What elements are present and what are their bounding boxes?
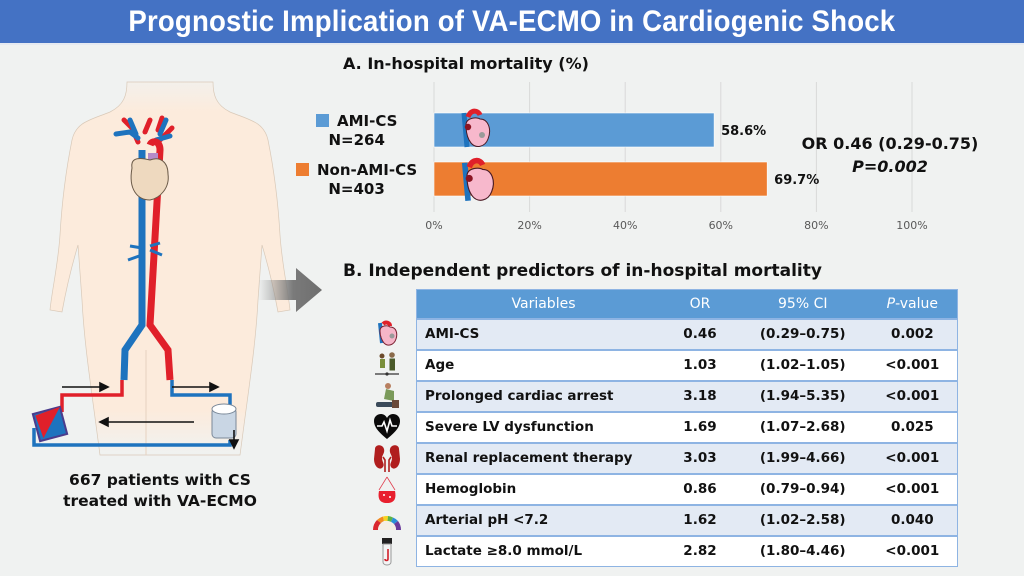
bar-non-ami-cs [433, 161, 768, 197]
table-row: Severe LV dysfunction 1.69 (1.07–2.68) 0.02… [416, 410, 958, 443]
cell-or: 3.18 [662, 379, 738, 412]
legend-label-non-ami: Non-AMI-CS [317, 161, 418, 179]
pump-icon [211, 403, 237, 439]
table-b-title: B. Independent predictors of in-hospital… [343, 261, 822, 281]
title-bar: Prognostic Implication of VA-ECMO in Car… [0, 0, 1024, 45]
header-ci: 95% CI [737, 289, 868, 319]
x-tick-label: 40% [613, 219, 637, 232]
cell-ci: (1.80–4.46) [737, 534, 868, 567]
flow-arrows [62, 381, 240, 450]
legend-swatch-ami [316, 114, 329, 127]
cell-or: 1.62 [662, 503, 738, 536]
cell-variable: AMI-CS [416, 317, 663, 350]
cell-p-value: 0.002 [867, 317, 958, 350]
cell-ci: (1.94–5.35) [737, 379, 868, 412]
cell-or: 1.69 [662, 410, 738, 443]
table-row: AMI-CS 0.46 (0.29–0.75) 0.002 [416, 317, 958, 350]
cell-p-value: <0.001 [867, 441, 958, 474]
table-row: Prolonged cardiac arrest 3.18 (1.94–5.35) <… [416, 379, 958, 412]
legend-label-ami: AMI-CS [337, 112, 398, 130]
cell-p-value: 0.025 [867, 410, 958, 443]
cell-ci: (0.79–0.94) [737, 472, 868, 505]
cell-p-value: <0.001 [867, 348, 958, 381]
page-title: Prognostic Implication of VA-ECMO in Car… [128, 4, 896, 38]
cell-or: 1.03 [662, 348, 738, 381]
chart-a-title: A. In-hospital mortality (%) [343, 54, 589, 73]
cell-variable: Hemoglobin [416, 472, 663, 505]
odds-ratio-text: OR 0.46 (0.29-0.75) [801, 134, 979, 153]
blood-tube-icon [362, 536, 412, 567]
cell-variable: Prolonged cardiac arrest [416, 379, 663, 412]
kidney-icon [362, 443, 412, 474]
header-p-rest: -value [895, 295, 938, 312]
cell-variable: Lactate ≥8.0 mmol/L [416, 534, 663, 567]
caption-line-1: 667 patients with CS [69, 471, 251, 489]
oxygenator-icon [31, 405, 69, 443]
body-ecmo-illustration [31, 81, 291, 456]
body-silhouette [49, 81, 291, 456]
bar-data-label: 58.6% [721, 124, 766, 139]
cell-p-value: 0.040 [867, 503, 958, 536]
cell-variable: Age [416, 348, 663, 381]
cell-p-value: <0.001 [867, 379, 958, 412]
table-row: Hemoglobin 0.86 (0.79–0.94) <0.001 [416, 472, 958, 505]
x-tick-label: 0% [425, 219, 442, 232]
table-row: Age 1.03 (1.02–1.05) <0.001 [416, 348, 958, 381]
cell-ci: (1.02–2.58) [737, 503, 868, 536]
cpr-icon [362, 380, 412, 411]
cell-or: 2.82 [662, 534, 738, 567]
header-variables: Variables [416, 289, 663, 319]
cell-variable: Renal replacement therapy [416, 441, 663, 474]
header-p-value: P-value [867, 289, 958, 319]
cell-or: 0.86 [662, 472, 738, 505]
cell-or: 3.03 [662, 441, 738, 474]
cell-variable: Arterial pH <7.2 [416, 503, 663, 536]
cell-ci: (1.07–2.68) [737, 410, 868, 443]
x-tick-label: 20% [517, 219, 541, 232]
legend-n-non-ami: N=403 [328, 180, 385, 198]
age-people-icon [362, 349, 412, 380]
legend-n-ami: N=264 [328, 131, 385, 149]
legend-non-ami-cs: Non-AMI-CS N=403 [296, 161, 417, 199]
cell-ci: (1.02–1.05) [737, 348, 868, 381]
right-arrow-icon [258, 268, 322, 312]
legend-swatch-non-ami [296, 163, 309, 176]
heart-illustration [130, 157, 169, 201]
cell-ci: (0.29–0.75) [737, 317, 868, 350]
cell-or: 0.46 [662, 317, 738, 350]
cell-ci: (1.99–4.66) [737, 441, 868, 474]
table-row: Arterial pH <7.2 1.62 (1.02–2.58) 0.040 [416, 503, 958, 536]
table-row: Lactate ≥8.0 mmol/L 2.82 (1.80–4.46) <0.001 [416, 534, 958, 567]
x-tick-label: 100% [896, 219, 927, 232]
table-header-row: Variables OR 95% CI P-value [416, 289, 958, 319]
legend-ami-cs: AMI-CS N=264 [316, 112, 397, 150]
header-or: OR [662, 289, 738, 319]
blood-bag-icon [362, 474, 412, 505]
cell-p-value: <0.001 [867, 534, 958, 567]
ecmo-red-tube [60, 380, 124, 412]
predictors-table: Variables OR 95% CI P-value AMI-CS 0.46 (0… [416, 289, 958, 567]
caption-line-2: treated with VA-ECMO [63, 492, 257, 510]
heart-pulse-icon [362, 412, 412, 443]
cell-p-value: <0.001 [867, 472, 958, 505]
predictor-icons [362, 318, 412, 568]
heart-anatomy-icon [362, 318, 412, 349]
bar-ami-cs [433, 112, 715, 148]
x-tick-label: 60% [709, 219, 733, 232]
table-row: Renal replacement therapy 3.03 (1.99–4.66)… [416, 441, 958, 474]
cohort-caption: 667 patients with CS treated with VA-ECM… [20, 470, 300, 512]
x-tick-label: 80% [804, 219, 828, 232]
heart-on-bar-icon [461, 108, 491, 148]
cell-variable: Severe LV dysfunction [416, 410, 663, 443]
heart-on-bar-icon [461, 157, 494, 202]
p-value-text: P=0.002 [852, 157, 928, 176]
odds-ratio-summary: OR 0.46 (0.29-0.75) P=0.002 [790, 132, 990, 178]
header-p-italic: P [886, 295, 896, 312]
ph-gauge-icon [362, 505, 412, 536]
